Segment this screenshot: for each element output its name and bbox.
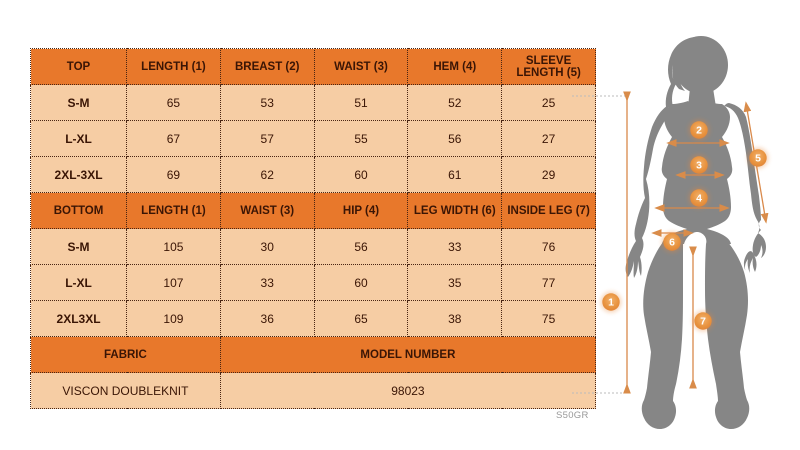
svg-text:5: 5	[755, 153, 761, 165]
svg-text:7: 7	[700, 316, 706, 328]
svg-text:3: 3	[696, 160, 702, 172]
svg-text:2: 2	[696, 125, 702, 137]
svg-text:4: 4	[696, 193, 702, 205]
svg-text:6: 6	[669, 237, 675, 249]
svg-text:1: 1	[608, 297, 614, 309]
